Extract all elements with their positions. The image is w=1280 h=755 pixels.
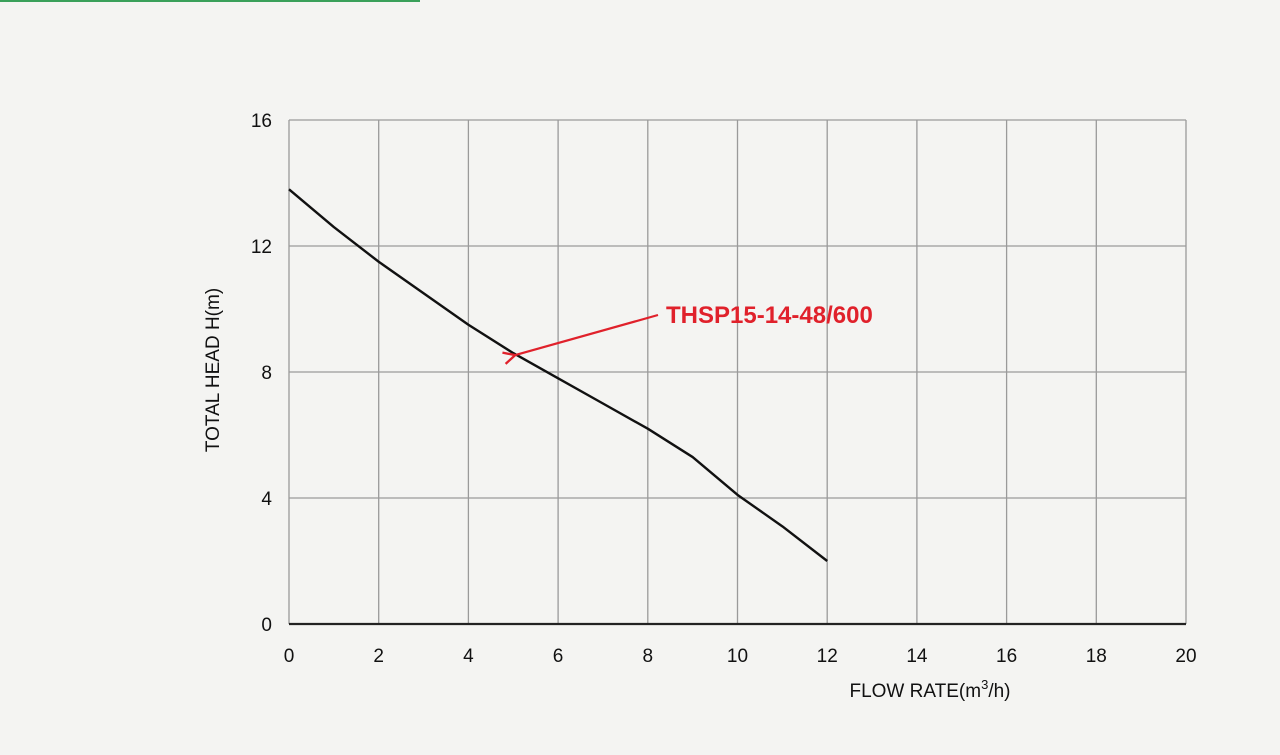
- annotations: THSP15-14-48/600: [515, 302, 873, 355]
- annotation-arrow: [515, 313, 659, 355]
- y-tick-label: 0: [261, 615, 272, 636]
- x-tick-label: 2: [373, 646, 384, 667]
- y-tick-label: 16: [251, 111, 272, 132]
- x-tick-label: 4: [463, 646, 474, 667]
- x-tick-label: 0: [284, 646, 295, 667]
- x-tick-label: 18: [1086, 646, 1107, 667]
- y-tick-label: 4: [261, 489, 272, 510]
- x-tick-label: 6: [553, 646, 564, 667]
- x-axis-label: FLOW RATE(m3/h): [849, 677, 1010, 702]
- series-group: [288, 188, 828, 562]
- top-border-accent: [0, 0, 420, 2]
- x-tick-label: 10: [727, 646, 748, 667]
- grid: [288, 119, 1187, 626]
- y-tick-label: 12: [251, 237, 272, 258]
- y-tick-label: 8: [261, 363, 272, 384]
- x-tick-label: 14: [906, 646, 928, 667]
- y-axis-label: TOTAL HEAD H(m): [203, 288, 224, 452]
- x-tick-label: 16: [996, 646, 1017, 667]
- x-tick-label: 8: [643, 646, 654, 667]
- x-tick-label: 12: [817, 646, 838, 667]
- tick-labels: 0 2 4 6 8 10 12 14 16 18 20 0 4 8 12 16: [251, 111, 1197, 667]
- head-flow-curve: [288, 188, 828, 562]
- x-tick-label: 20: [1175, 646, 1196, 667]
- annotation-label: THSP15-14-48/600: [666, 302, 873, 329]
